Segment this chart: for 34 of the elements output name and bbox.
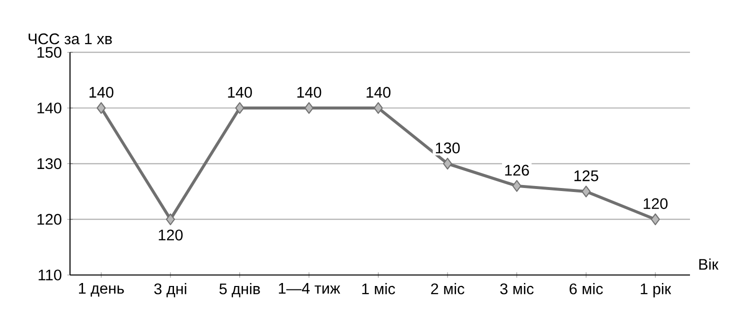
data-label: 125 bbox=[574, 170, 598, 182]
y-tick-label: 140 bbox=[38, 102, 62, 114]
point bbox=[166, 213, 175, 226]
x-tick-label: 3 дні bbox=[154, 283, 186, 298]
x-tick-label: 1—4 тиж bbox=[278, 283, 340, 294]
x-tick-label: 1 рік bbox=[640, 283, 672, 298]
y-tick-label: 110 bbox=[38, 270, 62, 280]
x-tick-label: 1 міс bbox=[362, 283, 396, 294]
y-tick-label: 150 bbox=[38, 46, 62, 58]
point bbox=[650, 213, 660, 226]
x-tick-label: 1 день bbox=[78, 283, 124, 297]
point bbox=[304, 102, 314, 114]
data-label: 126 bbox=[505, 164, 529, 176]
y-axis-title: ЧСС за 1 хв bbox=[28, 33, 112, 44]
point bbox=[96, 102, 106, 114]
data-label: 140 bbox=[90, 86, 114, 98]
x-tick-label: 2 міс bbox=[431, 283, 464, 294]
point bbox=[582, 186, 591, 198]
data-label: 140 bbox=[228, 86, 252, 98]
data-label: 130 bbox=[436, 142, 460, 154]
data-label: 120 bbox=[644, 198, 668, 210]
x-tick-label: 5 днів bbox=[219, 283, 260, 298]
point bbox=[235, 102, 244, 114]
y-tick-label: 130 bbox=[38, 158, 62, 170]
x-axis-title: Вік bbox=[699, 258, 718, 270]
x-tick-label: 6 міс bbox=[570, 283, 603, 294]
point bbox=[374, 102, 383, 114]
point bbox=[443, 158, 452, 170]
y-tick-label: 120 bbox=[38, 214, 62, 225]
data-label: 140 bbox=[366, 86, 390, 98]
x-tick-label: 3 міс bbox=[500, 283, 534, 294]
data-label: 140 bbox=[297, 86, 322, 98]
point bbox=[512, 180, 522, 192]
data-label: 120 bbox=[158, 230, 183, 240]
